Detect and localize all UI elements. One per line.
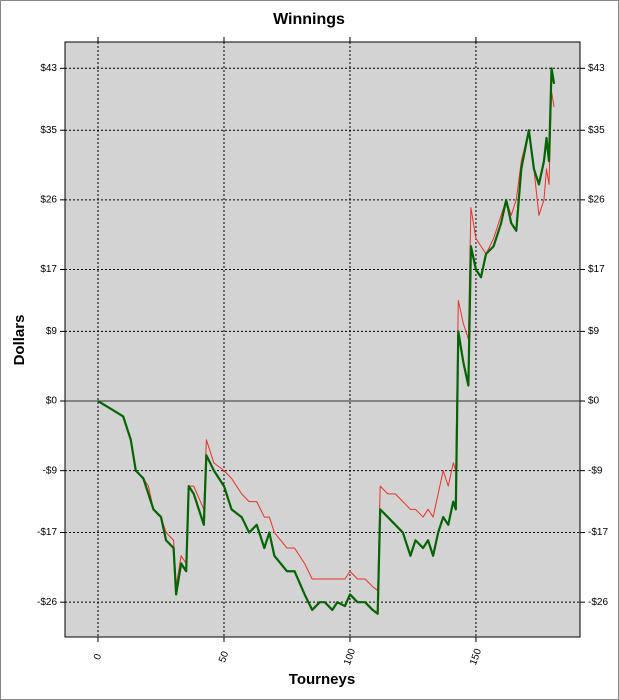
y-tick-label: -$9 xyxy=(588,465,603,476)
y-tick-label: $43 xyxy=(588,63,605,74)
y-tick-label: $0 xyxy=(588,396,600,407)
y-tick-label: $43 xyxy=(40,63,57,74)
y-tick-label: -$17 xyxy=(588,527,608,538)
y-tick-label: $35 xyxy=(588,125,605,136)
y-tick-label: $35 xyxy=(40,125,57,136)
series-line xyxy=(97,67,556,615)
y-tick-label: $0 xyxy=(46,396,58,407)
y-axis-title: Dollars xyxy=(11,315,28,366)
y-tick-label: $9 xyxy=(46,326,58,337)
y-tick-label: $9 xyxy=(588,326,600,337)
plot-area xyxy=(64,41,581,638)
x-axis-title: Tourneys xyxy=(289,671,355,688)
series-line xyxy=(97,91,555,592)
y-tick-label: -$26 xyxy=(37,597,57,608)
y-tick-label: -$9 xyxy=(43,465,58,476)
y-tick-label: $17 xyxy=(588,264,605,275)
y-tick-label: $17 xyxy=(40,264,57,275)
chart-title: Winnings xyxy=(273,11,345,28)
x-tick-label: 0 xyxy=(92,652,104,661)
y-tick-label: $26 xyxy=(588,194,605,205)
y-tick-label: -$17 xyxy=(37,527,57,538)
y-tick-label: $26 xyxy=(40,194,57,205)
x-tick-label: 50 xyxy=(217,650,231,665)
y-tick-label: -$26 xyxy=(588,597,608,608)
